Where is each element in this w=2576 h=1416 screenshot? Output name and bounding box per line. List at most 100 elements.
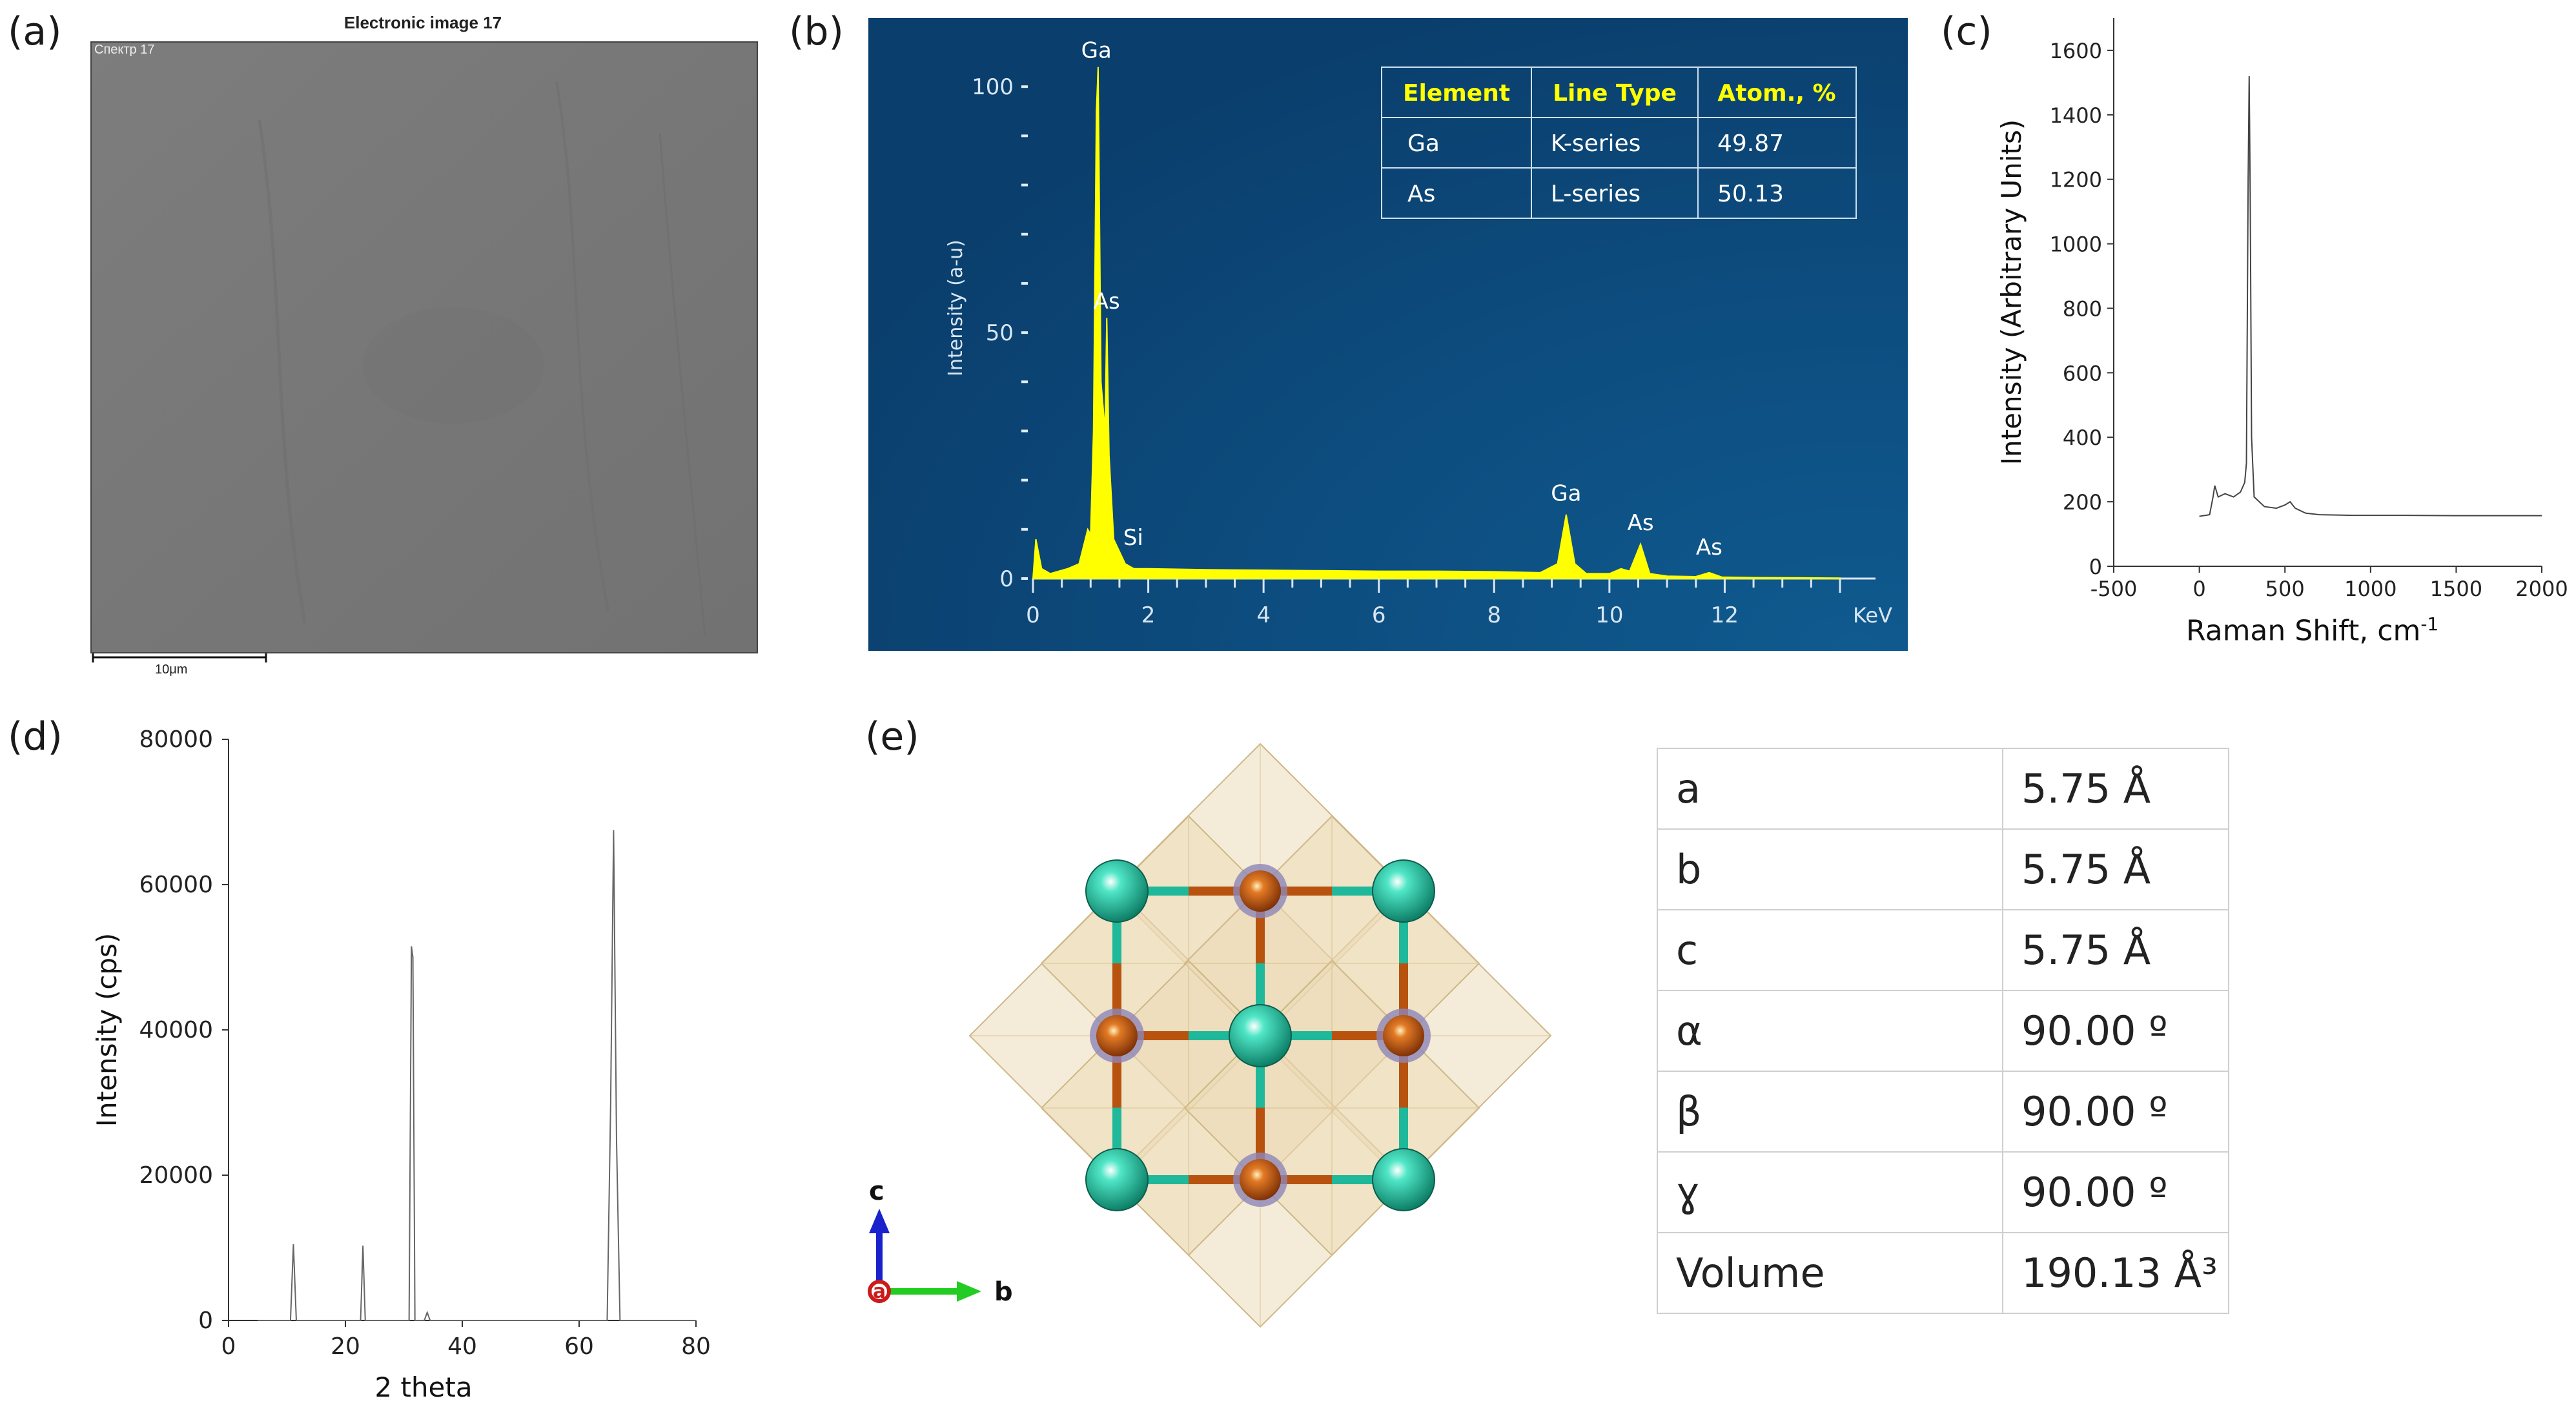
lattice-value: 90.00 º	[2002, 1151, 2229, 1233]
raman-y-tick-label: 1200	[2050, 168, 2102, 192]
axis-label-c: c	[869, 1176, 884, 1206]
eds-chart: 0 50 100 0 2 4 6 8 10 12 KeV Intensity (a-u) Ga As Si…	[868, 18, 1908, 651]
raman-y-label: Intensity (Arbitrary Units)	[1996, 119, 2027, 466]
xrd-y-tick-label: 60000	[139, 872, 213, 898]
lattice-value: 5.75 Å	[2002, 909, 2229, 991]
panel-label-b: (b)	[789, 9, 844, 54]
lattice-param: c	[1657, 909, 2003, 991]
raman-y-tick-label: 1000	[2050, 232, 2102, 257]
ga-atom	[1085, 859, 1149, 923]
raman-y-tick-label: 1600	[2050, 39, 2102, 63]
lattice-row: α 90.00 º	[1657, 990, 2229, 1072]
xrd-x-label: 2 theta	[374, 1371, 472, 1403]
raman-x-tick-label: 0	[2193, 577, 2205, 601]
lattice-row: β 90.00 º	[1657, 1071, 2229, 1153]
raman-x-tick-label: 500	[2265, 577, 2305, 601]
eds-table-header-line: Line Type	[1553, 80, 1677, 107]
as-atom	[1096, 1015, 1138, 1056]
raman-y-tick-label: 800	[2063, 296, 2102, 321]
eds-y-tick-label: 50	[986, 320, 1014, 346]
as-atom	[1240, 1159, 1281, 1200]
raman-y-tick-label: 200	[2063, 490, 2102, 515]
panel-label-c: (c)	[1941, 9, 1992, 54]
eds-y-label: Intensity (a-u)	[945, 240, 967, 376]
panel-label-e: (e)	[865, 714, 919, 759]
as-atom	[1383, 1015, 1424, 1056]
raman-xlabel: Raman Shift, cm-1	[2186, 613, 2438, 648]
eds-peak-label: As	[1628, 510, 1654, 536]
raman-y-tick-label: 1400	[2050, 103, 2102, 128]
xrd-x-tick-label: 20	[331, 1333, 360, 1360]
eds-x-tick-label: 10	[1595, 602, 1623, 628]
sem-title: Electronic image 17	[343, 13, 502, 32]
lattice-value: 90.00 º	[2002, 990, 2229, 1072]
panel-label-d: (d)	[8, 714, 63, 759]
xrd-chart: 0 20000 40000 60000 80000 0 20 40 60 80 Intensity …	[91, 726, 711, 1403]
lattice-row: b 5.75 Å	[1657, 828, 2229, 910]
eds-table-cell: As	[1407, 181, 1435, 207]
axis-label-b: b	[994, 1277, 1013, 1307]
lattice-value: 5.75 Å	[2002, 748, 2229, 830]
eds-table: Element Line Type Atom., % Ga K-series 4…	[1381, 67, 1857, 219]
crystal-structure: a c b	[868, 743, 1552, 1328]
eds-x-tick-label: 8	[1487, 602, 1501, 628]
eds-table-cell: Ga	[1407, 130, 1440, 157]
panel-label-a: (a)	[8, 9, 62, 54]
sem-scale-bar	[92, 653, 267, 662]
lattice-row: Volume 190.13 Å³	[1657, 1232, 2229, 1314]
raman-y-tick-label: 0	[2089, 555, 2102, 579]
ga-atom	[1372, 859, 1435, 923]
lattice-row: a 5.75 Å	[1657, 748, 2229, 830]
raman-y-tick-label: 600	[2063, 361, 2102, 385]
axis-label-a: a	[873, 1280, 886, 1303]
eds-table-cell: 50.13	[1717, 181, 1784, 207]
sem-image	[90, 41, 758, 653]
lattice-row: ɣ 90.00 º	[1657, 1151, 2229, 1233]
xrd-y-label: Intensity (cps)	[91, 933, 123, 1127]
eds-peak-label: Ga	[1551, 480, 1581, 506]
eds-x-tick-label: 2	[1141, 602, 1156, 628]
xrd-series-line	[258, 830, 696, 1321]
eds-peak-label: Si	[1123, 525, 1143, 551]
sem-scale-label: 10μm	[155, 662, 188, 677]
raman-xlabel-sup: -1	[2420, 613, 2439, 635]
eds-table-cell: K-series	[1551, 130, 1641, 157]
eds-peak-label: Ga	[1081, 38, 1112, 64]
eds-x-tick-label: 4	[1256, 602, 1271, 628]
ga-atom	[1085, 1148, 1149, 1211]
xrd-x-tick-label: 40	[447, 1333, 477, 1360]
eds-x-tick-label: 0	[1026, 602, 1040, 628]
raman-xlabel-text: Raman Shift, cm	[2186, 614, 2421, 648]
eds-x-unit: KeV	[1853, 603, 1892, 628]
lattice-param: ɣ	[1657, 1151, 2003, 1233]
xrd-y-tick-label: 0	[198, 1308, 213, 1334]
eds-table-cell: L-series	[1551, 181, 1641, 207]
raman-y-tick-label: 400	[2063, 426, 2102, 450]
eds-spectrum	[1032, 67, 1841, 579]
lattice-param: a	[1657, 748, 2003, 830]
xrd-y-tick-label: 40000	[139, 1017, 213, 1043]
lattice-param: Volume	[1657, 1232, 2003, 1314]
axis-indicator: a c b	[868, 1176, 1013, 1307]
eds-peak-label: As	[1094, 289, 1120, 314]
eds-x-tick-label: 12	[1711, 602, 1739, 628]
raman-x-tick-label: 1000	[2344, 577, 2397, 601]
eds-table-header-element: Element	[1403, 80, 1510, 107]
raman-series-line	[2199, 76, 2542, 517]
eds-background	[868, 18, 1908, 651]
xrd-x-tick-label: 80	[681, 1333, 711, 1360]
a-axis-dot-icon	[868, 1280, 891, 1303]
xrd-y-tick-label: 20000	[139, 1162, 213, 1189]
eds-table-cell: 49.87	[1717, 130, 1784, 157]
eds-peak-label: As	[1696, 535, 1722, 560]
lattice-value: 190.13 Å³	[2002, 1232, 2229, 1314]
raman-x-tick-label: -500	[2090, 577, 2138, 601]
lattice-param: β	[1657, 1071, 2003, 1153]
xrd-x-tick-label: 0	[221, 1333, 236, 1360]
eds-y-tick-label: 100	[972, 74, 1014, 100]
ga-atom	[1372, 1148, 1435, 1211]
c-axis-arrow-icon	[869, 1209, 890, 1233]
lattice-value: 5.75 Å	[2002, 828, 2229, 910]
